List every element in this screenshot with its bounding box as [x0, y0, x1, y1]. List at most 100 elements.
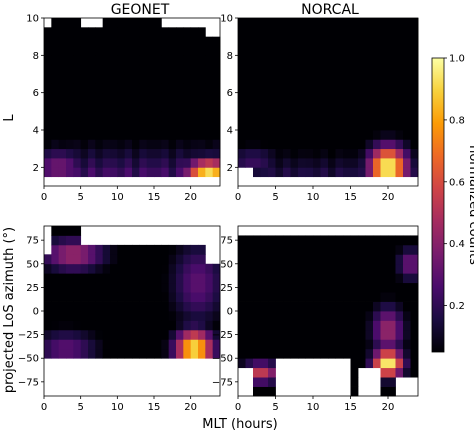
heatmap-cell	[183, 74, 192, 84]
heatmap-cell	[110, 55, 118, 66]
heatmap-cell	[183, 64, 192, 75]
heatmap-cell	[350, 130, 359, 140]
heatmap-cell	[161, 329, 170, 340]
heatmap-cell	[253, 282, 261, 293]
heatmap-cell	[146, 167, 155, 178]
heatmap-cell	[395, 46, 404, 56]
heatmap-cell	[80, 311, 89, 321]
heatmap-cell	[205, 130, 214, 140]
heatmap-cell	[44, 102, 52, 112]
heatmap-cell	[80, 130, 89, 140]
heatmap-cell	[66, 273, 74, 284]
heatmap-cell	[320, 139, 329, 150]
heatmap-cell	[358, 292, 366, 302]
heatmap-cell	[139, 320, 148, 331]
heatmap-cell	[298, 244, 306, 255]
heatmap-cell	[124, 18, 133, 28]
heatmap-cell	[290, 46, 299, 56]
heatmap-cell	[110, 83, 118, 94]
heatmap-cell	[176, 83, 184, 94]
heatmap-cell	[350, 367, 359, 378]
heatmap-cell	[275, 120, 284, 131]
y-tick-label: 10	[26, 14, 39, 25]
heatmap-cell	[238, 111, 246, 122]
heatmap-cell	[183, 244, 192, 255]
heatmap-cell	[305, 92, 314, 103]
heatmap-cell	[253, 158, 261, 168]
heatmap-cell	[110, 130, 118, 140]
heatmap-cell	[373, 83, 381, 94]
heatmap-cell	[51, 139, 60, 150]
heatmap-cell	[117, 64, 126, 75]
heatmap-cell	[268, 301, 276, 312]
heatmap-cell	[190, 148, 199, 159]
heatmap-cell	[154, 46, 162, 56]
heatmap-cell	[183, 46, 192, 56]
heatmap-cell	[358, 111, 366, 122]
heatmap-cell	[290, 320, 299, 331]
heatmap-cell	[238, 46, 246, 56]
heatmap-cell	[139, 92, 148, 103]
heatmap-cell	[275, 311, 284, 321]
heatmap-cell	[139, 329, 148, 340]
heatmap-cell	[403, 167, 411, 178]
heatmap-cell	[88, 292, 96, 302]
heatmap-cell	[328, 235, 336, 246]
heatmap-cell	[388, 130, 396, 140]
heatmap-cell	[403, 148, 411, 159]
heatmap-cell	[305, 158, 314, 168]
heatmap-cell	[290, 244, 299, 255]
heatmap-cell	[58, 348, 67, 359]
heatmap-cell	[212, 111, 221, 122]
heatmap-cell	[73, 111, 82, 122]
heatmap-cell	[328, 244, 336, 255]
heatmap-cell	[380, 74, 389, 84]
heatmap-cell	[365, 18, 374, 28]
heatmap-cell	[343, 46, 351, 56]
heatmap-cell	[335, 348, 344, 359]
heatmap-cell	[320, 282, 329, 293]
heatmap-cell	[380, 273, 389, 284]
heatmap-cell	[380, 339, 389, 350]
heatmap-cell	[168, 36, 177, 47]
heatmap-cell	[358, 120, 366, 131]
heatmap-cell	[410, 36, 419, 47]
heatmap-cell	[139, 273, 148, 284]
heatmap-cell	[88, 46, 96, 56]
heatmap-cell	[343, 139, 351, 150]
heatmap-cell	[388, 377, 396, 387]
heatmap-cell	[168, 254, 177, 265]
heatmap-cell	[253, 139, 261, 150]
heatmap-cell	[410, 320, 419, 331]
heatmap-cell	[51, 36, 60, 47]
heatmap-cell	[305, 311, 314, 321]
heatmap-cell	[335, 102, 344, 112]
heatmap-cell	[283, 273, 291, 284]
y-tick-label: 75	[26, 236, 39, 247]
heatmap-cell	[146, 102, 155, 112]
heatmap-cell	[176, 130, 184, 140]
heatmap-cell	[198, 329, 206, 340]
heatmap-cell	[268, 386, 276, 397]
heatmap-cell	[253, 386, 261, 397]
colorbar-tick-label: 1.0	[449, 54, 465, 65]
heatmap-cell	[161, 282, 170, 293]
heatmap-cell	[305, 120, 314, 131]
heatmap-cell	[73, 167, 82, 178]
heatmap-cell	[305, 130, 314, 140]
heatmap-cell	[88, 27, 96, 38]
heatmap-cell	[245, 92, 254, 103]
heatmap-cell	[124, 74, 133, 84]
heatmap-cell	[73, 120, 82, 131]
heatmap-cell	[44, 301, 52, 312]
heatmap-cell	[283, 120, 291, 131]
heatmap-cell	[305, 348, 314, 359]
heatmap-cell	[313, 339, 321, 350]
heatmap-cell	[365, 320, 374, 331]
heatmap-cell	[117, 148, 126, 159]
heatmap-cell	[205, 301, 214, 312]
heatmap-cell	[328, 64, 336, 75]
heatmap-cell	[88, 111, 96, 122]
heatmap-cell	[132, 64, 140, 75]
heatmap-cell	[358, 102, 366, 112]
